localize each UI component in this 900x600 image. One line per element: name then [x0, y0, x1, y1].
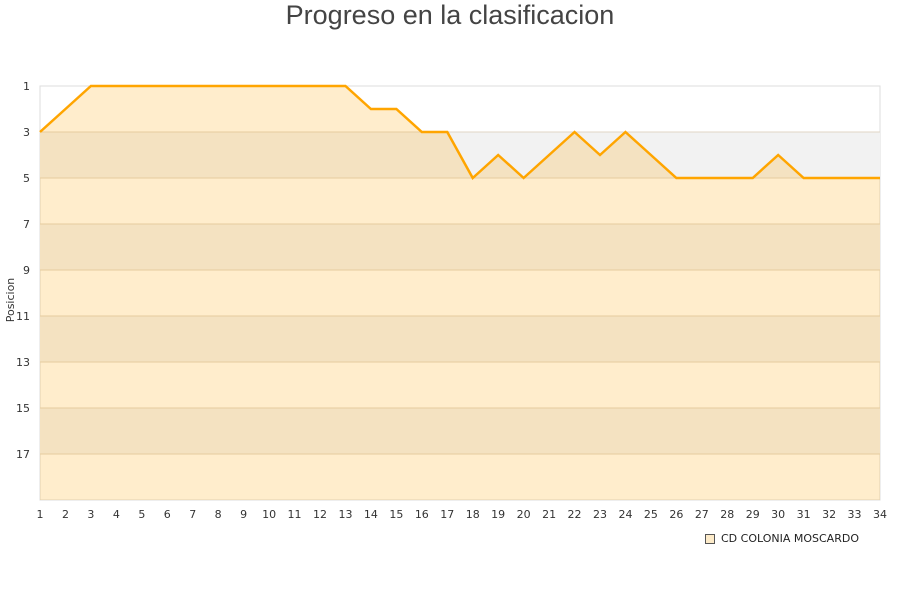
x-tick-label: 13: [338, 508, 352, 521]
x-tick-label: 26: [669, 508, 683, 521]
x-tick-label: 7: [189, 508, 196, 521]
legend-swatch: [705, 533, 715, 544]
y-tick-label: 3: [23, 126, 30, 139]
x-tick-label: 3: [87, 508, 94, 521]
y-tick-label: 5: [23, 172, 30, 185]
x-tick-label: 17: [440, 508, 454, 521]
grid-band: [40, 316, 880, 362]
legend-label: CD COLONIA MOSCARDO: [721, 532, 859, 545]
y-tick-label: 7: [23, 218, 30, 231]
x-tick-label: 21: [542, 508, 556, 521]
x-tick-label: 1: [37, 508, 44, 521]
series-line: [39, 84, 880, 180]
grid-band: [40, 224, 880, 270]
x-tick-label: 31: [797, 508, 811, 521]
x-tick-label: 19: [491, 508, 505, 521]
x-tick-label: 5: [138, 508, 145, 521]
x-tick-label: 29: [746, 508, 760, 521]
x-tick-label: 6: [164, 508, 171, 521]
x-tick-label: 23: [593, 508, 607, 521]
x-tick-label: 9: [240, 508, 247, 521]
y-tick-label: 17: [16, 448, 30, 461]
x-tick-label: 12: [313, 508, 327, 521]
x-tick-label: 33: [848, 508, 862, 521]
x-tick-label: 2: [62, 508, 69, 521]
series-area: [40, 86, 880, 500]
chart-title: Progreso en la clasificacion: [285, 0, 615, 30]
x-tick-label: 28: [720, 508, 734, 521]
y-axis-label: Posicion: [4, 278, 17, 323]
x-tick-label: 20: [517, 508, 531, 521]
x-tick-label: 10: [262, 508, 276, 521]
x-tick-label: 4: [113, 508, 120, 521]
y-tick-label: 15: [16, 402, 30, 415]
y-tick-label: 9: [23, 264, 30, 277]
x-tick-label: 34: [873, 508, 887, 521]
x-tick-label: 11: [288, 508, 302, 521]
x-tick-label: 14: [364, 508, 378, 521]
x-tick-label: 8: [215, 508, 222, 521]
y-tick-label: 1: [23, 80, 30, 93]
x-tick-label: 18: [466, 508, 480, 521]
grid-band: [40, 408, 880, 454]
x-tick-label: 22: [568, 508, 582, 521]
y-tick-label: 13: [16, 356, 30, 369]
x-tick-label: 25: [644, 508, 658, 521]
y-tick-label: 11: [16, 310, 30, 323]
x-tick-label: 30: [771, 508, 785, 521]
x-tick-label: 24: [618, 508, 632, 521]
x-tick-label: 32: [822, 508, 836, 521]
x-tick-label: 16: [415, 508, 429, 521]
x-tick-label: 15: [389, 508, 403, 521]
x-tick-label: 27: [695, 508, 709, 521]
legend[interactable]: CD COLONIA MOSCARDO: [705, 532, 859, 545]
